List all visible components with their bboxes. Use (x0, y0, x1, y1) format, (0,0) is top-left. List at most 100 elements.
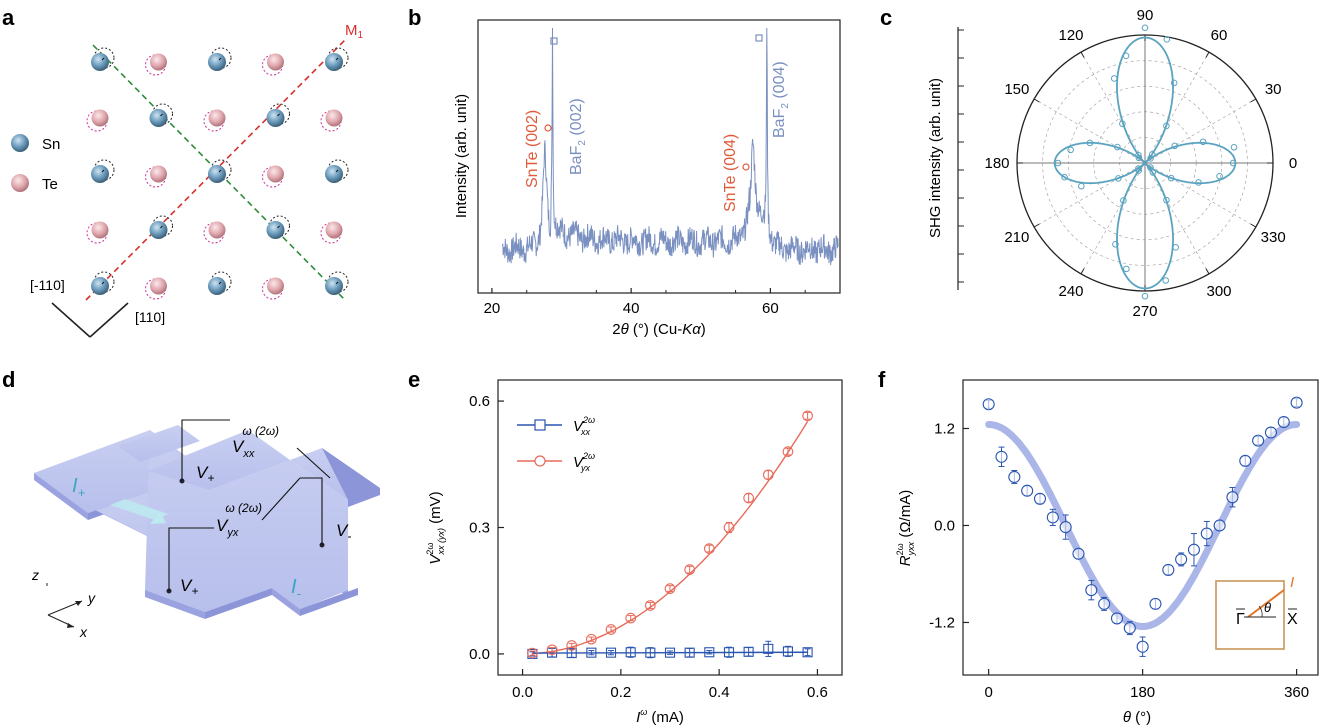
polar-data-point (1123, 265, 1130, 273)
sn-ring (269, 103, 290, 125)
data-point-vxx (684, 647, 695, 658)
peak-label-baf2-002: BaF2 (002) (568, 98, 588, 175)
panel-letter-d: d (2, 367, 15, 392)
fit-curve-f (985, 421, 1301, 631)
sn-atom (149, 109, 168, 127)
label-vyx: Vyxω (2ω) (216, 501, 262, 539)
data-point-f (1162, 563, 1175, 576)
polar-data-point (1216, 172, 1223, 180)
y-tick-label: 0.0 (934, 517, 955, 534)
x-axis-b: 20 40 60 (484, 288, 806, 317)
data-point-f (1046, 511, 1059, 524)
data-point-vyx (802, 410, 813, 422)
data-point-f (1085, 584, 1098, 597)
data-point-f (1264, 426, 1278, 439)
data-point-vxx (645, 647, 656, 658)
panel-f: f 0 180 360-1.20.01.2 R2ωyxx (Ω/mA) θ (°) … (878, 367, 1319, 726)
data-point-f (1187, 543, 1201, 556)
te-atom (208, 221, 226, 239)
data-point-f (1136, 640, 1149, 653)
polar-tick (1080, 268, 1085, 275)
label-vxx: Vxxω (2ω) (232, 424, 279, 460)
data-point-vxx (704, 647, 715, 658)
label-i-plus: I+ (72, 475, 86, 500)
sn-ring (93, 47, 115, 69)
x-tick-label: 0.2 (610, 684, 631, 701)
te-atom (91, 109, 109, 127)
data-point-vyx (644, 600, 656, 611)
sn-ring (327, 47, 349, 69)
x-tick-label: 0.4 (709, 684, 730, 701)
inset-current: I (1290, 574, 1294, 591)
legend-e-vxx: V2ω xx (573, 415, 595, 437)
sn-atom (325, 277, 343, 295)
data-point-vyx (546, 644, 558, 656)
legend-a: Sn Te (11, 134, 60, 193)
displacement-mark (277, 225, 280, 229)
sn-atom (266, 109, 285, 127)
data-point-vxx (802, 647, 813, 658)
data-point-f (1098, 597, 1111, 610)
polar-data-point (1147, 155, 1154, 162)
polar-spoke (1144, 162, 1257, 228)
polar-tick (1205, 268, 1210, 275)
polar-data-point (1167, 174, 1175, 182)
sn-atom (91, 277, 109, 295)
legend-sn-marker (11, 134, 29, 152)
te-atom (267, 277, 284, 295)
x-tick-label: 0.0 (512, 684, 533, 701)
data-point-f (1021, 484, 1034, 497)
polar-data-point (1171, 142, 1178, 150)
legend-e: V2ω xx V2ω yx (517, 415, 595, 473)
peak-marker-baf2-002 (550, 37, 558, 45)
panel-c: c SHG intensity (arb. unit) 0 30 60 90 120 15… (880, 5, 1297, 320)
y-ticks-c (958, 29, 964, 283)
xrd-trace (501, 27, 839, 266)
label-i-minus: I- (291, 576, 302, 601)
label-v-plus-top: V+ (196, 463, 214, 485)
polar-data-point (1163, 36, 1171, 43)
polar-data-point (1122, 52, 1130, 60)
displacement-mark (218, 169, 222, 173)
data-point-f (1200, 527, 1213, 540)
data-point-vxx (723, 647, 735, 658)
polar-data-point (1170, 79, 1178, 87)
panel-d: d (2, 367, 380, 640)
data-point-vyx (605, 624, 617, 635)
data-point-f (1290, 396, 1303, 409)
data-point-f (1239, 454, 1252, 467)
sn-ring (327, 159, 349, 181)
polar-angle-label: 210 (1004, 229, 1029, 246)
sn-atom (149, 221, 168, 239)
peak-label-snte-004: SnTe (004) (722, 134, 739, 212)
data-point-vxx (566, 648, 577, 659)
y-axis-label-f: R2ωyxx (Ω/mA) (895, 490, 916, 566)
panel-letter-e: e (408, 367, 420, 392)
peak-marker-snte-002 (544, 124, 552, 132)
x-tick-label: 360 (1284, 684, 1309, 701)
polar-data-point (1229, 159, 1237, 167)
polar-data-point (1199, 138, 1207, 146)
x-tick-label-b: 60 (762, 300, 779, 317)
polar-angle-label: 30 (1265, 81, 1282, 98)
data-point-vxx (586, 647, 597, 658)
polar-angle-label: 300 (1206, 283, 1231, 300)
data-point-vyx (743, 492, 754, 504)
polar-angle-label: 270 (1132, 303, 1157, 320)
dir-label-right: [110] (135, 309, 165, 325)
data-point-f (1149, 597, 1162, 610)
label-v-plus-bottom: V+ (180, 576, 198, 598)
data-e (527, 410, 813, 659)
displacement-mark (218, 281, 222, 285)
polar-angle-label: 120 (1058, 27, 1083, 44)
polar-data-point (1135, 154, 1143, 162)
data-point-vxx (664, 647, 676, 658)
displacement-mark (160, 113, 163, 117)
panel-letter-b: b (408, 5, 421, 30)
sn-ring (210, 47, 232, 69)
displacement-mark (101, 57, 105, 61)
sn-atom (208, 277, 226, 295)
polar-data-point (1061, 173, 1068, 181)
data-point-vxx (605, 647, 617, 658)
